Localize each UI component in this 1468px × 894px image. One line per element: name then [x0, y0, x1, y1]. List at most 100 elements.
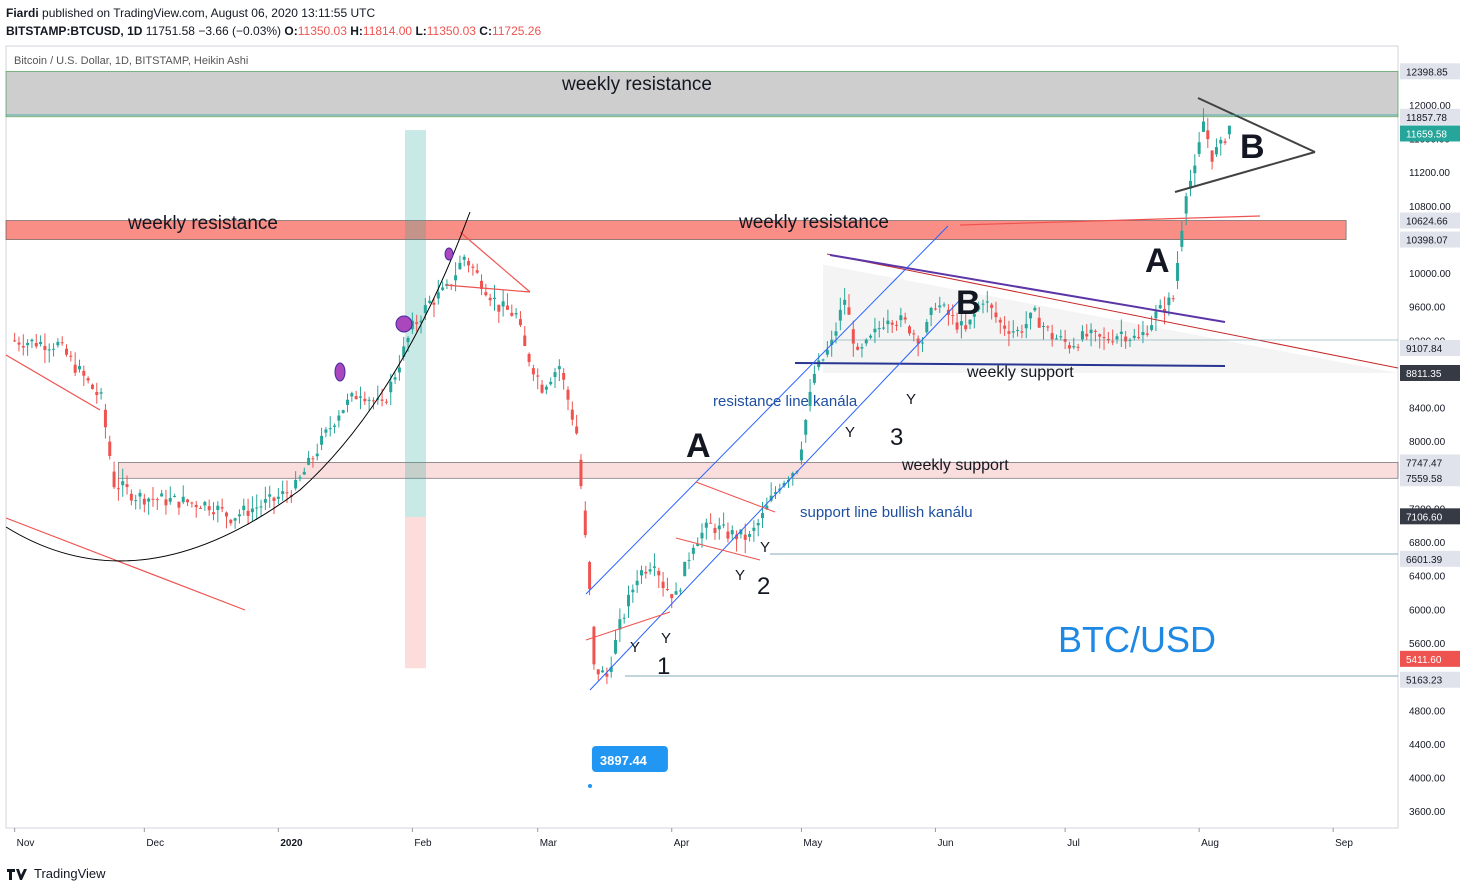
candle-body: [1102, 337, 1106, 339]
label-number-2: 2: [757, 573, 770, 600]
candle-body: [268, 494, 272, 497]
y-tick-label: 6400.00: [1409, 572, 1446, 583]
candle-body: [298, 477, 302, 479]
price-tag-box: [1400, 63, 1460, 80]
candle-body: [116, 488, 120, 490]
candle-body: [1184, 196, 1188, 214]
candle-body: [358, 396, 362, 398]
candle-body: [925, 322, 929, 333]
candle-body: [583, 510, 587, 536]
candle-body: [501, 301, 505, 307]
candle-body: [886, 320, 890, 325]
candle-body: [683, 561, 687, 577]
candle-body: [916, 338, 920, 344]
label-wave-B-2: B: [1240, 128, 1265, 166]
last-price: 11751.58: [145, 24, 195, 38]
candle-body: [756, 522, 760, 526]
candle-body: [847, 307, 851, 315]
candle-body: [959, 321, 963, 326]
price-tag-label: 12398.85: [1406, 67, 1448, 78]
candle-body: [570, 409, 574, 420]
candle-body: [281, 491, 285, 494]
candle-body: [415, 322, 419, 324]
label-resistance-channel: resistance line kanála: [713, 393, 858, 410]
candle-body: [43, 345, 47, 351]
label-Y: Y: [906, 391, 916, 408]
candle-body: [199, 508, 203, 510]
candle-body: [160, 493, 164, 497]
candle-body: [1180, 230, 1184, 247]
zone-pink: [118, 462, 1399, 479]
label-Y: Y: [661, 630, 671, 647]
symbol-label[interactable]: BITSTAMP:BTCUSD, 1D: [6, 24, 143, 38]
candle-body: [696, 544, 700, 546]
trendline-red-left: [5, 354, 101, 411]
candle-body: [843, 299, 847, 305]
candle-body: [480, 280, 484, 290]
candle-body: [1176, 262, 1180, 281]
candle-body: [1150, 325, 1154, 330]
candle-body: [834, 331, 838, 336]
candle-body: [73, 364, 77, 373]
candle-body: [1037, 317, 1041, 328]
flag2: [585, 611, 671, 641]
candle-body: [812, 373, 816, 383]
candle-body: [592, 626, 596, 665]
x-tick-label: 2020: [280, 838, 303, 849]
candle-body: [1193, 165, 1197, 174]
x-tick-label: Mar: [540, 838, 558, 849]
symbol-line: BITSTAMP:BTCUSD, 1D 11751.58 −3.66 (−0.0…: [6, 22, 541, 40]
x-tick-label: Feb: [414, 838, 432, 849]
candle-body: [26, 342, 30, 346]
price-tag-label: 8811.35: [1406, 369, 1442, 380]
price-tag-box: [1400, 650, 1460, 667]
highlight-box-red: [405, 516, 426, 669]
candle-body: [237, 514, 241, 517]
candle-body: [968, 319, 972, 325]
candle-body: [441, 287, 445, 290]
label-number-1: 1: [657, 653, 670, 680]
label-wave-A-2: A: [1145, 242, 1170, 280]
candle-body: [627, 594, 631, 607]
footer: TradingView: [6, 866, 106, 881]
candle-body: [1188, 180, 1192, 189]
y-tick-label: 5600.00: [1409, 639, 1446, 650]
candle-body: [860, 347, 864, 349]
candle-body: [722, 524, 726, 526]
price-tag-box: [1400, 364, 1460, 381]
candle-body: [1214, 147, 1218, 155]
candle-body: [216, 505, 220, 510]
candle-body: [311, 458, 315, 460]
candle-body: [830, 340, 834, 345]
footer-brand[interactable]: TradingView: [34, 866, 106, 881]
publisher-name[interactable]: Fiardi: [6, 6, 39, 20]
candle-body: [99, 392, 103, 394]
candle-body: [428, 300, 432, 303]
candle-body: [1089, 329, 1093, 334]
candle-body: [207, 506, 211, 511]
flag-lower: [675, 537, 761, 561]
candle-body: [1046, 326, 1050, 328]
x-tick-label: Aug: [1201, 838, 1219, 849]
candle-body: [838, 309, 842, 321]
candle-body: [307, 457, 311, 465]
candle-body: [523, 335, 527, 346]
candle-body: [203, 501, 207, 506]
candle-body: [977, 305, 981, 310]
candle-body: [1206, 130, 1210, 140]
candle-body: [363, 398, 367, 402]
candle-body: [635, 580, 639, 586]
candle-body: [276, 496, 280, 499]
candle-body: [488, 297, 492, 301]
candle-body: [1145, 333, 1149, 335]
candle-body: [346, 399, 350, 405]
candle-body: [536, 375, 540, 377]
tradingview-logo-icon: [7, 868, 27, 880]
zone-red: [5, 220, 1347, 240]
candle-body: [302, 471, 306, 475]
candle-body: [103, 409, 107, 428]
candle-body: [773, 492, 777, 494]
candle-body: [1210, 150, 1214, 162]
candle-body: [981, 303, 985, 305]
